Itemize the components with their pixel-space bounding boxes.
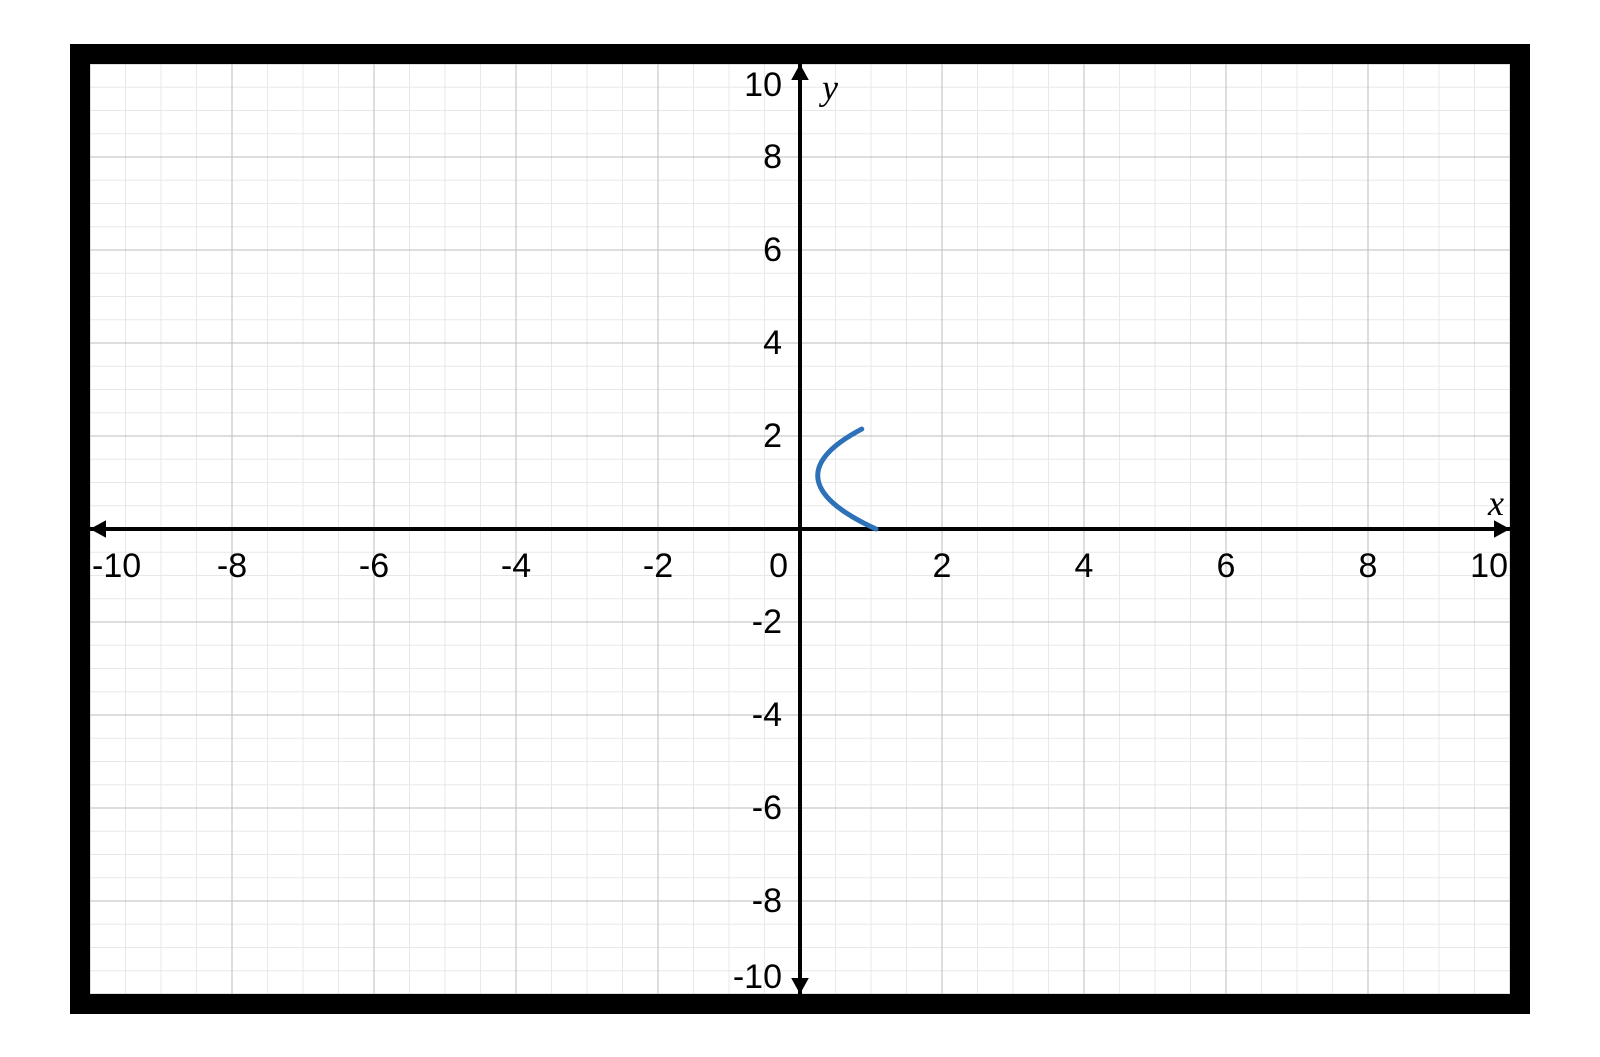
y-tick-label: -4 (752, 696, 782, 734)
coordinate-plane: -10 -8 -6 -4 -2 0 2 4 6 8 10 -10 -8 -6 -4 -2 2 4 6 8 10 y x (90, 64, 1510, 994)
x-tick-label: -10 (92, 547, 141, 585)
x-axis-arrow-left (90, 520, 106, 538)
y-axis-arrow-down (791, 978, 809, 994)
x-tick-label: 8 (1359, 547, 1378, 585)
y-tick-label: -10 (733, 958, 782, 994)
y-axis-label: y (819, 67, 838, 107)
y-tick-label: 6 (763, 231, 782, 269)
x-tick-label: 0 (769, 547, 788, 585)
x-tick-label: 2 (933, 547, 952, 585)
x-tick-label: 4 (1075, 547, 1094, 585)
y-tick-label: -8 (752, 882, 782, 920)
x-tick-label: 6 (1217, 547, 1236, 585)
y-tick-label: 4 (763, 324, 782, 362)
x-tick-label: -8 (217, 547, 247, 585)
x-tick-label: -6 (359, 547, 389, 585)
y-tick-label: 8 (763, 138, 782, 176)
y-axis-arrow-up (791, 64, 809, 80)
y-tick-label: -6 (752, 789, 782, 827)
x-tick-label: 10 (1470, 547, 1508, 585)
y-tick-label: 10 (744, 66, 782, 104)
x-tick-label: -2 (643, 547, 673, 585)
chart-frame: -10 -8 -6 -4 -2 0 2 4 6 8 10 -10 -8 -6 -4 -2 2 4 6 8 10 y x (70, 44, 1530, 1014)
x-axis-label: x (1487, 483, 1504, 523)
curve (818, 429, 876, 529)
x-tick-label: -4 (501, 547, 531, 585)
y-tick-label: -2 (752, 603, 782, 641)
y-tick-label: 2 (763, 417, 782, 455)
